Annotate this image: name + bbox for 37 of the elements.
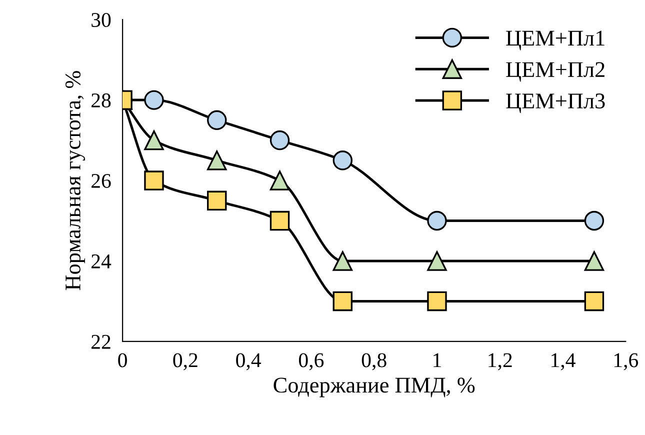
y-tick-label: 26: [92, 174, 111, 188]
legend-label: ЦЕМ+Пл3: [506, 94, 605, 114]
point: [144, 170, 164, 190]
point: [144, 130, 164, 150]
point: [207, 190, 227, 211]
x-axis-title: Содержание ПМД, %: [274, 378, 475, 398]
x-tick-label: 0,8: [362, 353, 386, 370]
point: [332, 150, 353, 170]
point: [427, 210, 447, 231]
y-tick-label: 24: [92, 254, 112, 268]
point: [270, 170, 290, 190]
point: [207, 150, 227, 170]
point: [332, 251, 353, 271]
y-tick-label: 28: [92, 93, 111, 108]
x-tick-label: 0: [118, 353, 127, 368]
point: [584, 291, 604, 312]
legend-label: ЦЕМ+Пл2: [506, 62, 604, 82]
point: [207, 110, 227, 130]
y-tick-label: 22: [92, 334, 110, 349]
x-tick-label: 1: [434, 353, 441, 368]
y-axis-title: Нормальная густота, %: [65, 71, 86, 290]
point: [144, 90, 164, 110]
x-tick-label: 0,4: [236, 353, 262, 370]
point: [584, 251, 604, 271]
y-tick-label: 30: [92, 12, 111, 28]
x-tick-label: 1,6: [614, 353, 638, 370]
x-tick-label: 1,4: [552, 353, 576, 370]
legend-label: ЦЕМ+Пл1: [506, 30, 604, 50]
point: [427, 291, 447, 312]
x-tick-label: 0,6: [298, 353, 324, 370]
x-tick-label: 0,2: [173, 353, 198, 370]
x-tick-label: 1,2: [488, 353, 512, 370]
point: [270, 210, 290, 231]
point: [270, 130, 290, 150]
point: [332, 291, 353, 312]
point: [584, 210, 604, 231]
point: [427, 251, 447, 271]
